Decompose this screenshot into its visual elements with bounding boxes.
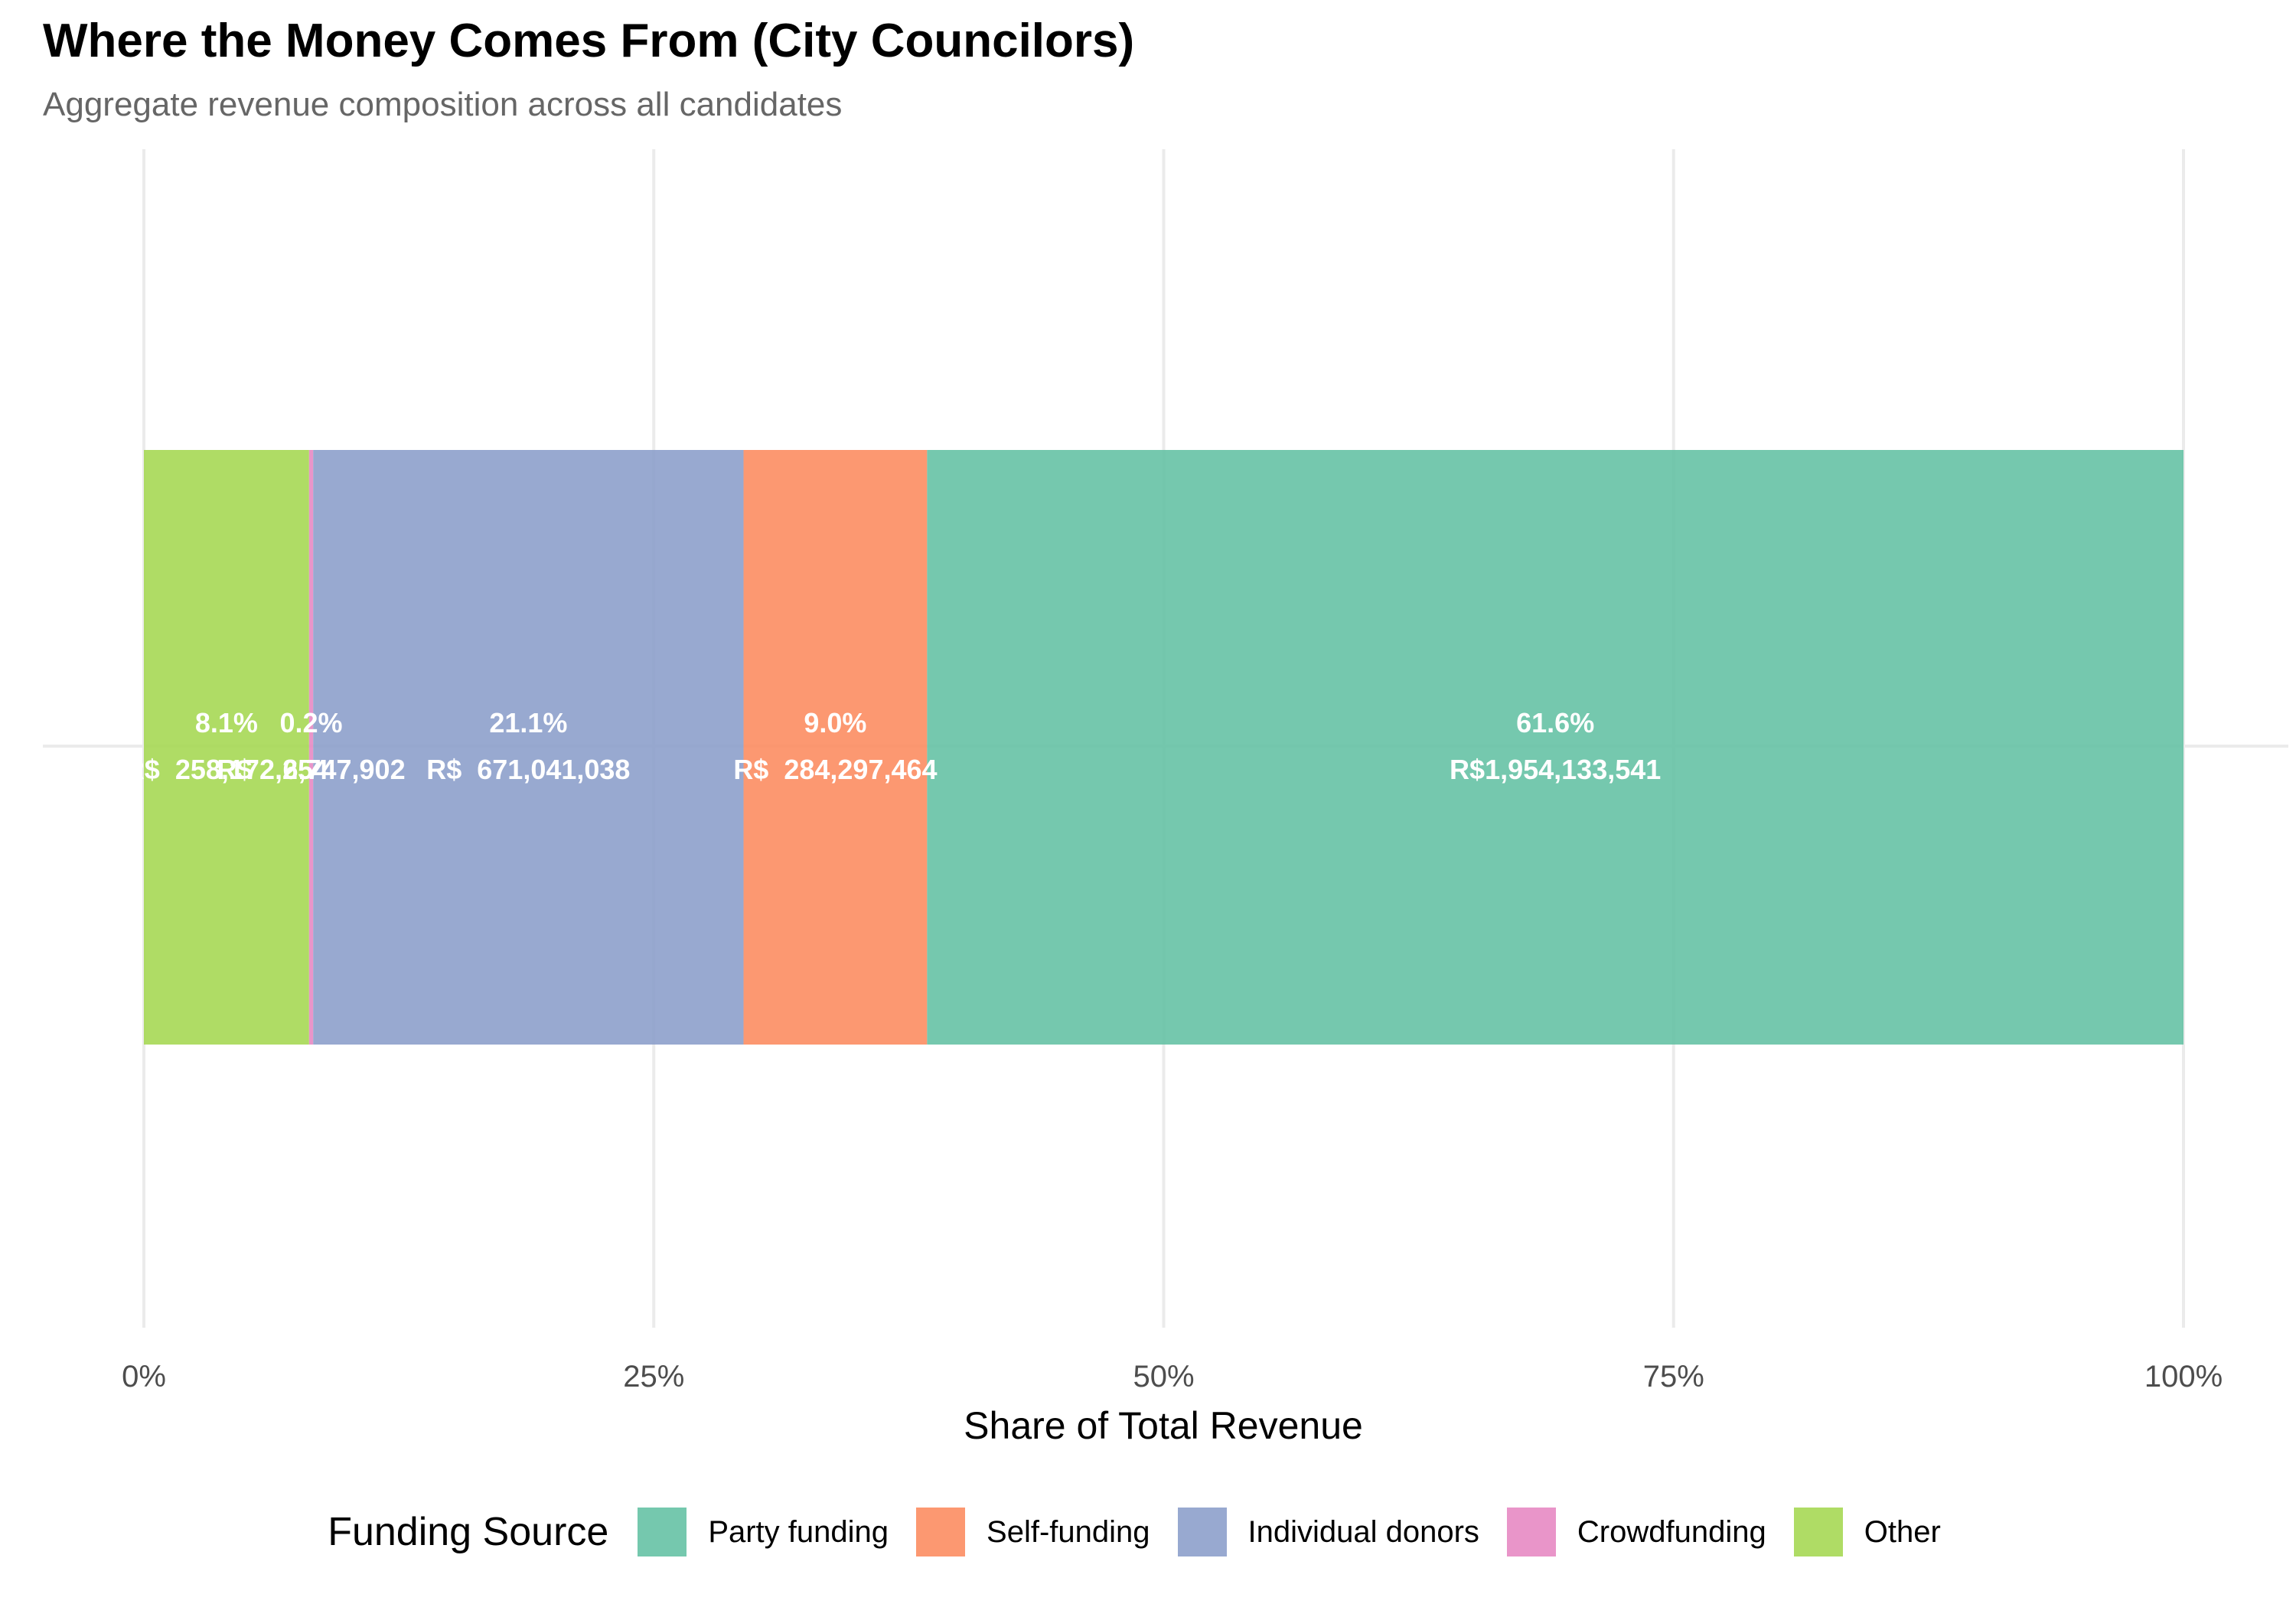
x-tick-label: 0% (122, 1360, 166, 1393)
legend-key-self-funding (916, 1508, 966, 1556)
bar-segment-crowdfunding (308, 450, 314, 1045)
legend-item-crowdfunding: Crowdfunding (1506, 1508, 1766, 1556)
bar-segment-individual-donors (313, 450, 744, 1045)
bar-segment-other (144, 450, 309, 1045)
pct-label-party-funding: 61.6% (1516, 707, 1594, 738)
legend-item-self-funding: Self-funding (916, 1508, 1150, 1556)
chart-title: Where the Money Comes From (City Council… (43, 15, 1135, 67)
amount-label-other: R$ 258,172,254 (125, 754, 328, 785)
x-axis-title: Share of Total Revenue (964, 1404, 1363, 1447)
pct-label-individual-donors: 21.1% (489, 707, 567, 738)
legend-item-party-funding: Party funding (638, 1508, 889, 1556)
bar-segment-self-funding (743, 450, 928, 1045)
x-tick-label: 50% (1133, 1360, 1194, 1393)
legend-label-individual-donors: Individual donors (1247, 1514, 1479, 1549)
legend-item-individual-donors: Individual donors (1177, 1508, 1479, 1556)
label-layer: 8.1% R$ 258,172,254 0.2% R$ 6,747,902 21.1% R… (125, 707, 1661, 785)
bar-layer (144, 450, 2183, 1045)
x-tick-label: 75% (1643, 1360, 1704, 1393)
legend-key-individual-donors (1177, 1508, 1227, 1556)
amount-label-self-funding: R$ 284,297,464 (733, 754, 937, 785)
legend-item-other: Other (1793, 1508, 1941, 1556)
amount-label-individual-donors: R$ 671,041,038 (426, 754, 630, 785)
pct-label-other: 8.1% (195, 707, 258, 738)
tick-layer: 0% 25% 50% 75% 100% (122, 1360, 2223, 1393)
legend-key-crowdfunding (1506, 1508, 1556, 1556)
amount-label-crowdfunding: R$ 6,747,902 (217, 754, 405, 785)
amount-label-party-funding: R$1,954,133,541 (1450, 754, 1661, 785)
legend-label-party-funding: Party funding (708, 1514, 889, 1549)
bar-segment-party-funding (927, 450, 2183, 1045)
legend-label-other: Other (1864, 1514, 1941, 1549)
legend-key-other (1793, 1508, 1843, 1556)
chart-plot: 8.1% R$ 258,172,254 0.2% R$ 6,747,902 21.1% R… (43, 149, 2288, 1447)
pct-label-self-funding: 9.0% (804, 707, 866, 738)
legend-title: Funding Source (328, 1510, 609, 1554)
pct-label-crowdfunding: 0.2% (279, 707, 342, 738)
chart-subtitle: Aggregate revenue composition across all… (43, 86, 843, 123)
x-tick-label: 100% (2144, 1360, 2223, 1393)
legend-key-party-funding (638, 1508, 687, 1556)
legend-label-self-funding: Self-funding (987, 1514, 1150, 1549)
legend: Funding Source Party funding Self-funding… (0, 1508, 2296, 1556)
legend-label-crowdfunding: Crowdfunding (1577, 1514, 1766, 1549)
x-tick-label: 25% (623, 1360, 684, 1393)
